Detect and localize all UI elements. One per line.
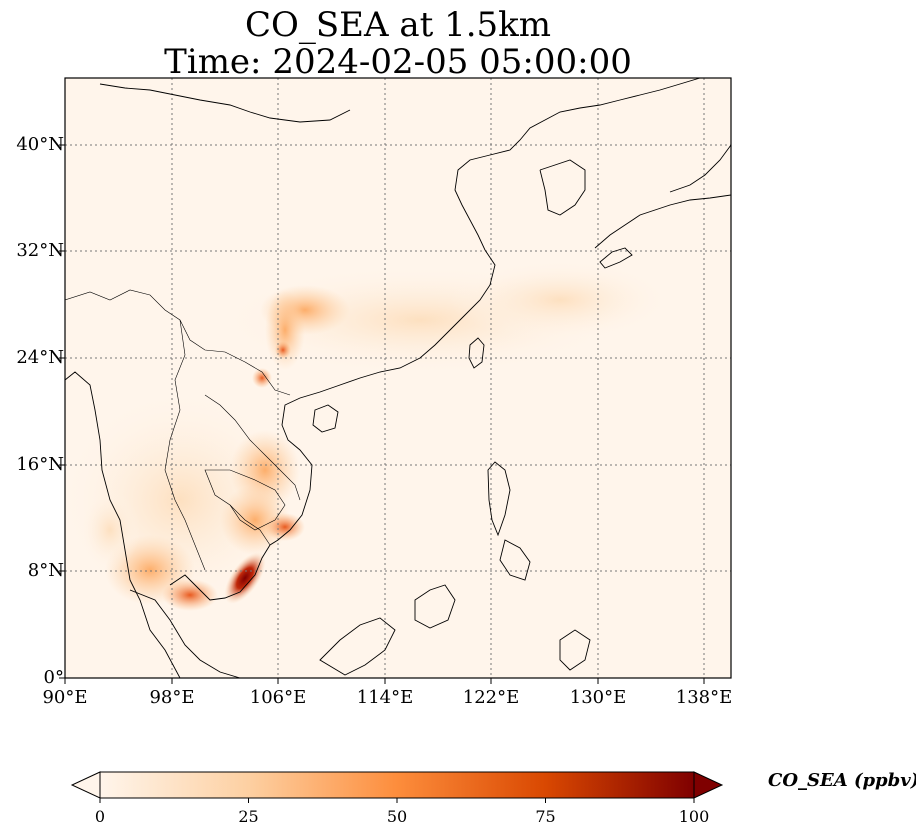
colorbar-ticks [99, 798, 695, 803]
colorbar-extend-min [70, 771, 101, 799]
x-tick-label: 98°E [149, 687, 195, 708]
y-tick-label: 40°N [16, 134, 64, 155]
colorbar-tick-label: 25 [238, 807, 259, 826]
colorbar-extend-max [693, 771, 724, 799]
x-tick-label: 122°E [462, 687, 520, 708]
country-borders [65, 289, 301, 571]
axis-ticks [59, 144, 705, 684]
colorbar-tick-label: 75 [535, 807, 556, 826]
x-tick-label: 90°E [42, 687, 88, 708]
y-tick-label: 8°N [27, 560, 64, 581]
colorbar-tick-label: 0 [94, 807, 106, 826]
y-tick-label: 32°N [16, 240, 64, 261]
x-tick-label: 138°E [675, 687, 733, 708]
x-tick-label: 106°E [249, 687, 307, 708]
colorbar-tick-label: 50 [386, 807, 408, 826]
gridlines [65, 78, 731, 678]
map-title: CO_SEA at 1.5km [244, 5, 552, 45]
colorbar-label: CO_SEA (ppbv) [768, 770, 916, 791]
map-subtitle-time: Time: 2024-02-05 05:00:00 [164, 42, 632, 82]
coastlines [65, 78, 731, 678]
colorbar-tick-label: 100 [678, 807, 710, 826]
colorbar-gradient [99, 771, 695, 799]
concentration-field [65, 260, 670, 611]
x-tick-label: 130°E [569, 687, 627, 708]
y-tick-label: 16°N [16, 454, 64, 475]
x-tick-label: 114°E [356, 687, 414, 708]
map-frame [64, 77, 732, 679]
y-tick-label: 24°N [16, 347, 64, 368]
y-tick-label: 0° [43, 667, 64, 688]
